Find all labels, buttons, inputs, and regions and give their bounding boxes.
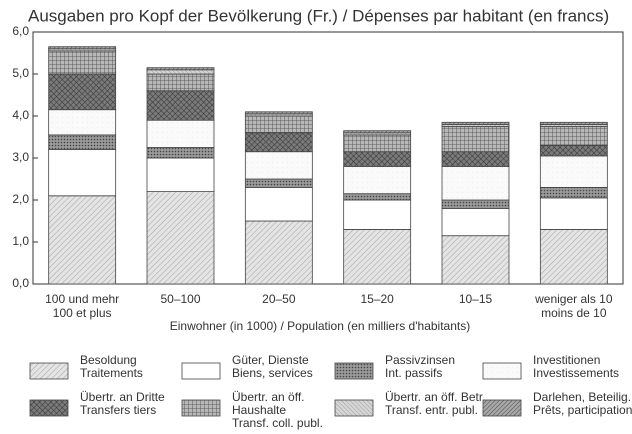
legend-label: Übertr. an öff. [232, 390, 305, 404]
bar-segment [539, 126, 608, 146]
bar-segment [343, 165, 412, 195]
y-tick-label: 6,0 [12, 24, 29, 38]
bar-segment [146, 67, 215, 71]
bar-segment [343, 130, 412, 134]
bar-segment [539, 197, 608, 230]
legend-swatch [334, 399, 374, 417]
legend-label: Investissements [533, 366, 619, 380]
bar-segment [146, 157, 215, 192]
bar-segment [244, 115, 313, 134]
chart-title: Ausgaben pro Kopf der Bevölkerung (Fr.) … [28, 6, 609, 25]
bar-segment [146, 73, 215, 92]
bar-segment [343, 134, 412, 153]
x-tick-label: 15–20 [360, 292, 394, 306]
bar-segment [441, 199, 510, 209]
x-tick-label: 10–15 [459, 292, 493, 306]
legend-swatch [181, 399, 221, 417]
bar-segment [48, 134, 117, 150]
legend-label: Biens, services [232, 366, 313, 380]
bar-segment [244, 151, 313, 180]
legend-label: Besoldung [80, 353, 137, 367]
legend-label: Haushalte [232, 403, 286, 417]
legend-label: Prêts, participations [533, 403, 632, 417]
y-tick-label: 5,0 [12, 66, 29, 80]
bar-segment [48, 73, 117, 111]
bar-segment [146, 119, 215, 148]
bar-segment [441, 235, 510, 285]
bar-segment [539, 155, 608, 188]
bar-segment [48, 46, 117, 50]
legend-swatch [482, 399, 522, 417]
bar-segment [441, 165, 510, 201]
legend-label: Darlehen, Beteilig. [533, 390, 631, 404]
bar-segment [343, 199, 412, 230]
bar-segment [48, 50, 117, 75]
legend-swatch [482, 362, 522, 380]
bar-segment [343, 151, 412, 167]
bar-segment [146, 90, 215, 121]
x-tick-label: weniger als 10 [534, 292, 613, 306]
bar-segment [539, 144, 608, 157]
x-tick-label: 50–100 [160, 292, 200, 306]
legend-label: Int. passifs [385, 366, 442, 380]
bar-segment [539, 186, 608, 199]
y-tick-label: 3,0 [12, 150, 29, 164]
bar-segment [441, 121, 510, 125]
bar-segment [146, 191, 215, 285]
legend-label: Passivzinsen [385, 353, 455, 367]
bar-segment [48, 109, 117, 136]
legend-swatch [29, 399, 69, 417]
bar-segment [343, 228, 412, 285]
bar-segment [244, 220, 313, 285]
bar-segment [441, 126, 510, 153]
x-tick-label: 20–50 [262, 292, 296, 306]
legend-swatch [181, 362, 221, 380]
y-tick-label: 4,0 [12, 108, 29, 122]
bar-segment [539, 228, 608, 285]
bar-segment [244, 178, 313, 188]
legend-label: Investitionen [533, 353, 600, 367]
legend-label: Transf. coll. publ. [232, 416, 323, 430]
y-tick-label: 2,0 [12, 192, 29, 206]
legend-label: Traitements [80, 366, 143, 380]
legend-swatch [334, 362, 374, 380]
bar-segment [146, 147, 215, 159]
bar-segment [244, 186, 313, 222]
x-tick-label: moins de 10 [541, 306, 607, 320]
bar-segment [244, 132, 313, 153]
bar-segment [48, 149, 117, 197]
legend-label: Übertr. an Dritte [80, 390, 165, 404]
bar-segment [441, 207, 510, 237]
legend-label: Güter, Dienste [232, 353, 309, 367]
x-tick-label: 100 und mehr [45, 292, 119, 306]
bar-segment [48, 195, 117, 285]
legend-label: Übertr. an öff. Betr. [385, 390, 486, 404]
y-tick-label: 1,0 [12, 234, 29, 248]
bar-segment [146, 69, 215, 75]
legend-label: Transfers tiers [80, 403, 156, 417]
y-tick-label: 0,0 [12, 276, 29, 290]
bar-segment [539, 121, 608, 125]
bar-segment [244, 111, 313, 115]
x-axis-title: Einwohner (in 1000) / Population (en mil… [170, 319, 470, 333]
bar-segment [343, 193, 412, 201]
legend-swatch [29, 362, 69, 380]
bar-segment [441, 151, 510, 167]
x-tick-label: 100 et plus [53, 306, 112, 320]
legend-label: Transf. entr. publ. [385, 403, 478, 417]
plot-frame [32, 31, 624, 285]
